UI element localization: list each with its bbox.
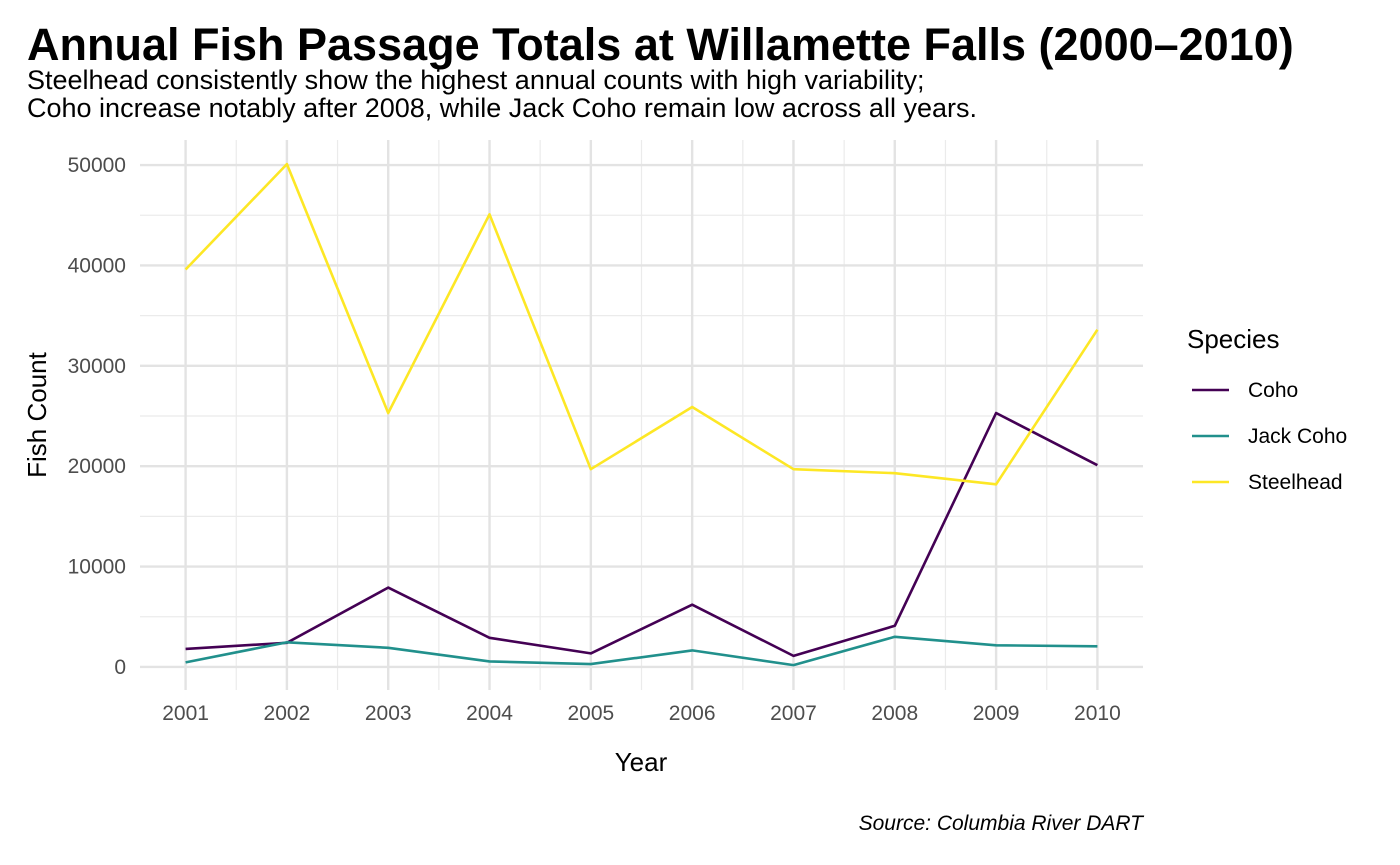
chart-title: Annual Fish Passage Totals at Willamette… — [27, 19, 1294, 70]
chart-subtitle-line-1: Steelhead consistently show the highest … — [27, 65, 925, 95]
x-tick-label: 2010 — [1074, 702, 1121, 725]
x-tick-label: 2005 — [567, 702, 614, 725]
legend-label-steelhead: Steelhead — [1248, 471, 1343, 494]
y-axis-tick-labels: 0 10000 20000 30000 40000 50000 — [68, 154, 126, 679]
x-tick-label: 2009 — [973, 702, 1020, 725]
x-axis-tick-labels: 2001 2002 2003 2004 2005 2006 2007 2008 2009 2010 — [162, 702, 1121, 725]
series-line-jack-coho — [185, 635, 1098, 667]
legend-title: Species — [1187, 324, 1280, 354]
y-tick-label: 50000 — [68, 154, 126, 177]
chart-subtitle-line-2: Coho increase notably after 2008, while … — [27, 93, 977, 123]
major-gridlines — [140, 140, 1143, 690]
series-line-steelhead — [184, 162, 1099, 486]
legend: Species Coho Jack Coho Steelhead — [1187, 324, 1347, 494]
x-tick-label: 2002 — [264, 702, 311, 725]
chart-caption: Source: Columbia River DART — [858, 812, 1143, 835]
x-tick-label: 2006 — [669, 702, 716, 725]
series-line-coho — [185, 411, 1098, 658]
y-tick-label: 30000 — [68, 355, 126, 378]
y-tick-label: 40000 — [68, 254, 126, 277]
x-tick-label: 2003 — [365, 702, 412, 725]
y-tick-label: 20000 — [68, 455, 126, 478]
chart-subtitle: Steelhead consistently show the highest … — [27, 66, 977, 122]
x-tick-label: 2001 — [162, 702, 209, 725]
x-tick-label: 2004 — [466, 702, 513, 725]
x-axis-title: Year — [615, 747, 668, 777]
minor-gridlines — [140, 140, 1143, 690]
x-tick-label: 2007 — [770, 702, 817, 725]
y-tick-label: 10000 — [68, 556, 126, 579]
series-lines — [184, 162, 1099, 667]
x-tick-label: 2008 — [871, 702, 918, 725]
legend-label-jack-coho: Jack Coho — [1248, 425, 1347, 448]
y-axis-title: Fish Count — [22, 351, 52, 477]
legend-label-coho: Coho — [1248, 379, 1298, 402]
y-tick-label: 0 — [114, 656, 126, 679]
